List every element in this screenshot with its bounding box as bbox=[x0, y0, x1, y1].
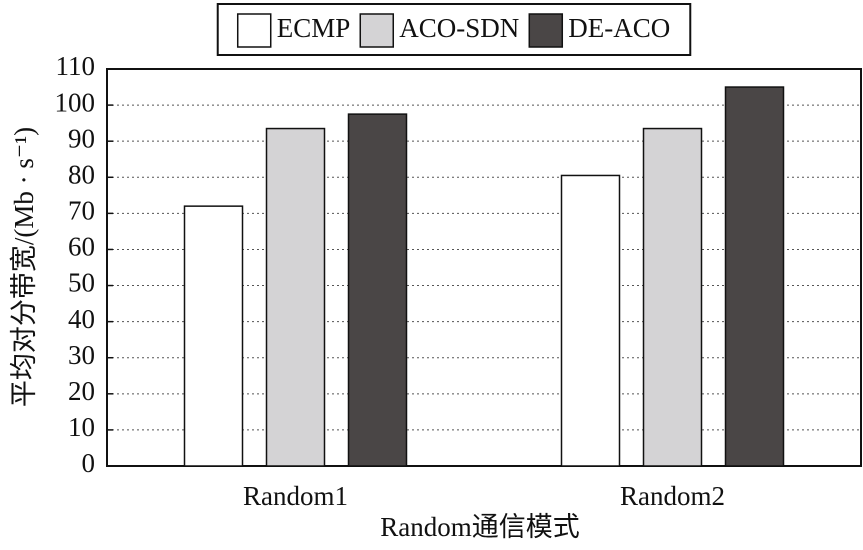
legend-label: DE-ACO bbox=[568, 13, 670, 43]
legend-swatch bbox=[528, 13, 564, 48]
y-tick-label: 30 bbox=[68, 340, 95, 370]
y-tick-label: 20 bbox=[68, 376, 95, 406]
bar bbox=[724, 86, 785, 467]
bar bbox=[265, 127, 326, 467]
y-tick-label: 110 bbox=[56, 51, 96, 81]
y-tick-label: 60 bbox=[68, 232, 95, 262]
y-tick-label: 0 bbox=[82, 448, 96, 478]
bar bbox=[560, 174, 621, 467]
legend-swatch bbox=[359, 13, 395, 48]
y-tick-label: 50 bbox=[68, 268, 95, 298]
x-axis-label: Random通信模式 bbox=[380, 512, 580, 542]
plot-frame bbox=[106, 68, 862, 467]
bar bbox=[183, 205, 244, 467]
bar bbox=[347, 113, 408, 467]
y-tick-label: 70 bbox=[68, 196, 95, 226]
y-tick-label: 100 bbox=[55, 87, 96, 117]
bar bbox=[642, 127, 703, 467]
legend-box bbox=[216, 3, 692, 56]
y-tick-label: 10 bbox=[68, 412, 95, 442]
y-axis-label: 平均对分带宽/(Mb · s⁻¹) bbox=[9, 127, 39, 407]
y-tick-label: 90 bbox=[68, 123, 95, 153]
y-tick-label: 80 bbox=[68, 159, 95, 189]
x-tick-label: Random1 bbox=[243, 481, 348, 511]
y-tick-label: 40 bbox=[68, 304, 95, 334]
x-tick-label: Random2 bbox=[620, 481, 725, 511]
legend-label: ECMP bbox=[277, 13, 351, 43]
legend-label: ACO-SDN bbox=[399, 13, 519, 43]
legend-swatch bbox=[236, 13, 272, 48]
